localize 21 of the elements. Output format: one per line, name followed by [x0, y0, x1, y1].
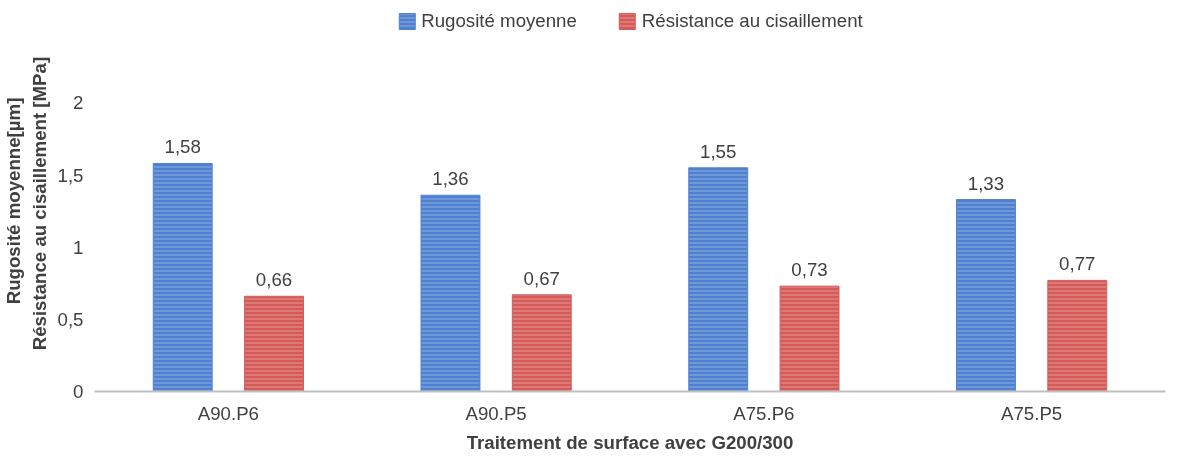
y-tick-label: 0: [73, 381, 84, 402]
data-label: 1,33: [967, 172, 1005, 194]
x-tick-label: A90.P5: [465, 402, 527, 424]
data-label: 0,77: [1059, 253, 1096, 275]
y-tick-label: 0,5: [57, 308, 84, 330]
data-label: 0,73: [791, 259, 828, 281]
data-label: 1,55: [700, 140, 737, 162]
data-label: 0,67: [523, 267, 560, 289]
x-tick-label: A90.P6: [197, 402, 259, 424]
y-tick-label: 1: [73, 236, 84, 258]
data-label: 1,58: [164, 136, 201, 158]
legend-label: Rugosité moyenne: [421, 10, 577, 32]
y-tick-label: 2: [73, 92, 84, 114]
y-tick-label: 1,5: [57, 164, 84, 186]
legend-label: Résistance au cisaillement: [641, 10, 863, 32]
y-axis-title: Rugosité moyenne[µm] Résistance au cisaillement [MPa]: [3, 56, 50, 351]
x-tick-label: A75.P6: [733, 402, 795, 424]
x-tick-label: A75.P5: [1001, 402, 1063, 424]
data-label: 1,36: [432, 168, 469, 190]
data-label: 0,66: [255, 269, 293, 291]
x-axis-title: Traitement de surface avec G200/300: [466, 431, 794, 453]
